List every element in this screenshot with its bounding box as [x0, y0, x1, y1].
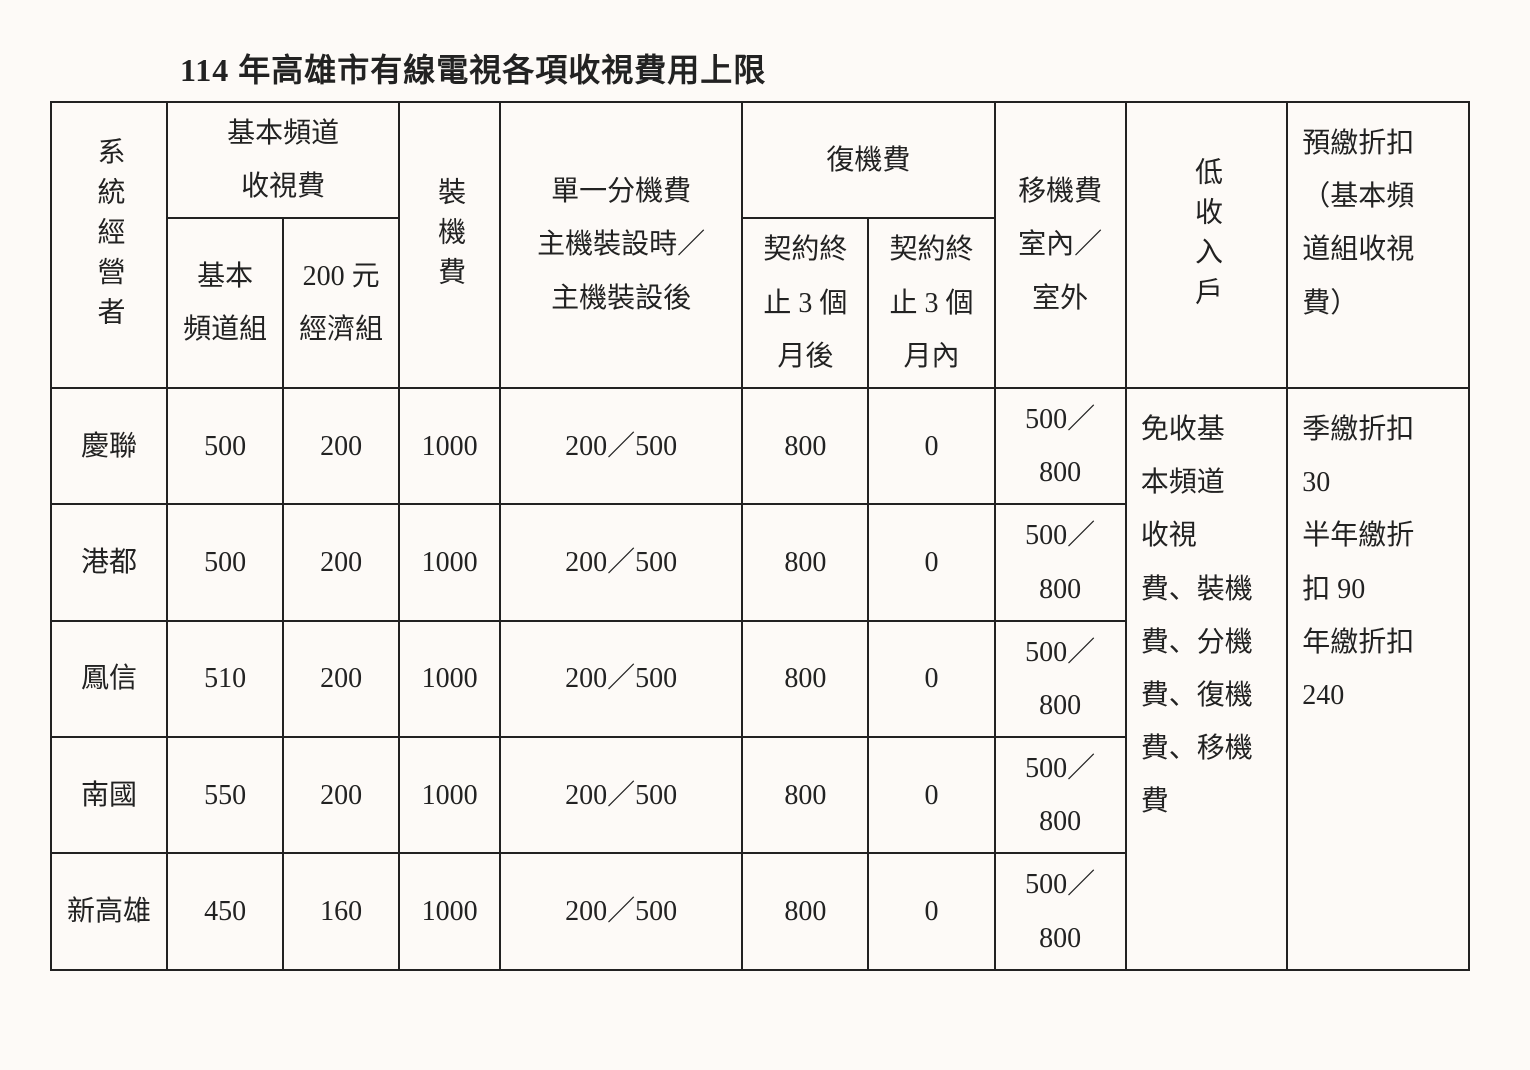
hdr-operator: 系統經營者 — [51, 102, 167, 388]
cell-eco: 200 — [283, 737, 399, 853]
hdr-basic-sub1: 基本頻道組 — [167, 218, 283, 388]
hdr-extension: 單一分機費主機裝設時／主機裝設後 — [500, 102, 742, 388]
cell-operator: 南國 — [51, 737, 167, 853]
hdr-low-income: 低收入戶 — [1126, 102, 1287, 388]
cell-move: 500／800 — [995, 388, 1126, 504]
cell-move: 500／800 — [995, 621, 1126, 737]
fee-table: 系統經營者 基本頻道收視費 裝機費 單一分機費主機裝設時／主機裝設後 復機費 移… — [50, 101, 1470, 971]
hdr-prepay: 預繳折扣（基本頻道組收視費） — [1287, 102, 1469, 388]
cell-eco: 200 — [283, 621, 399, 737]
cell-rafter: 800 — [742, 737, 868, 853]
cell-ext: 200／500 — [500, 853, 742, 969]
cell-ext: 200／500 — [500, 504, 742, 620]
cell-basic: 500 — [167, 388, 283, 504]
cell-install: 1000 — [399, 737, 500, 853]
cell-install: 1000 — [399, 388, 500, 504]
cell-rafter: 800 — [742, 388, 868, 504]
cell-ext: 200／500 — [500, 737, 742, 853]
hdr-basic-group: 基本頻道收視費 — [167, 102, 399, 218]
page-title: 114 年高雄市有線電視各項收視費用上限 — [180, 45, 1480, 91]
hdr-basic-sub2: 200 元經濟組 — [283, 218, 399, 388]
cell-ext: 200／500 — [500, 388, 742, 504]
hdr-install: 裝機費 — [399, 102, 500, 388]
cell-rwithin: 0 — [868, 853, 994, 969]
cell-operator: 港都 — [51, 504, 167, 620]
cell-install: 1000 — [399, 853, 500, 969]
cell-rwithin: 0 — [868, 737, 994, 853]
cell-eco: 200 — [283, 388, 399, 504]
cell-operator: 慶聯 — [51, 388, 167, 504]
cell-operator: 鳳信 — [51, 621, 167, 737]
cell-ext: 200／500 — [500, 621, 742, 737]
hdr-reconnect-within3: 契約終止 3 個月內 — [868, 218, 994, 388]
cell-move: 500／800 — [995, 737, 1126, 853]
table-row: 慶聯 500 200 1000 200／500 800 0 500／800 免收… — [51, 388, 1469, 504]
cell-low-income: 免收基本頻道收視費、裝機費、分機費、復機費、移機費 — [1126, 388, 1287, 970]
cell-move: 500／800 — [995, 504, 1126, 620]
hdr-move: 移機費室內／室外 — [995, 102, 1126, 388]
cell-rwithin: 0 — [868, 388, 994, 504]
cell-operator: 新高雄 — [51, 853, 167, 969]
cell-basic: 550 — [167, 737, 283, 853]
cell-eco: 200 — [283, 504, 399, 620]
cell-install: 1000 — [399, 504, 500, 620]
hdr-reconnect: 復機費 — [742, 102, 994, 218]
cell-rafter: 800 — [742, 621, 868, 737]
cell-rafter: 800 — [742, 504, 868, 620]
cell-prepay: 季繳折扣30半年繳折扣 90年繳折扣240 — [1287, 388, 1469, 970]
cell-rwithin: 0 — [868, 504, 994, 620]
cell-rwithin: 0 — [868, 621, 994, 737]
cell-basic: 450 — [167, 853, 283, 969]
cell-rafter: 800 — [742, 853, 868, 969]
cell-move: 500／800 — [995, 853, 1126, 969]
cell-eco: 160 — [283, 853, 399, 969]
cell-basic: 500 — [167, 504, 283, 620]
cell-install: 1000 — [399, 621, 500, 737]
cell-basic: 510 — [167, 621, 283, 737]
hdr-reconnect-after3: 契約終止 3 個月後 — [742, 218, 868, 388]
